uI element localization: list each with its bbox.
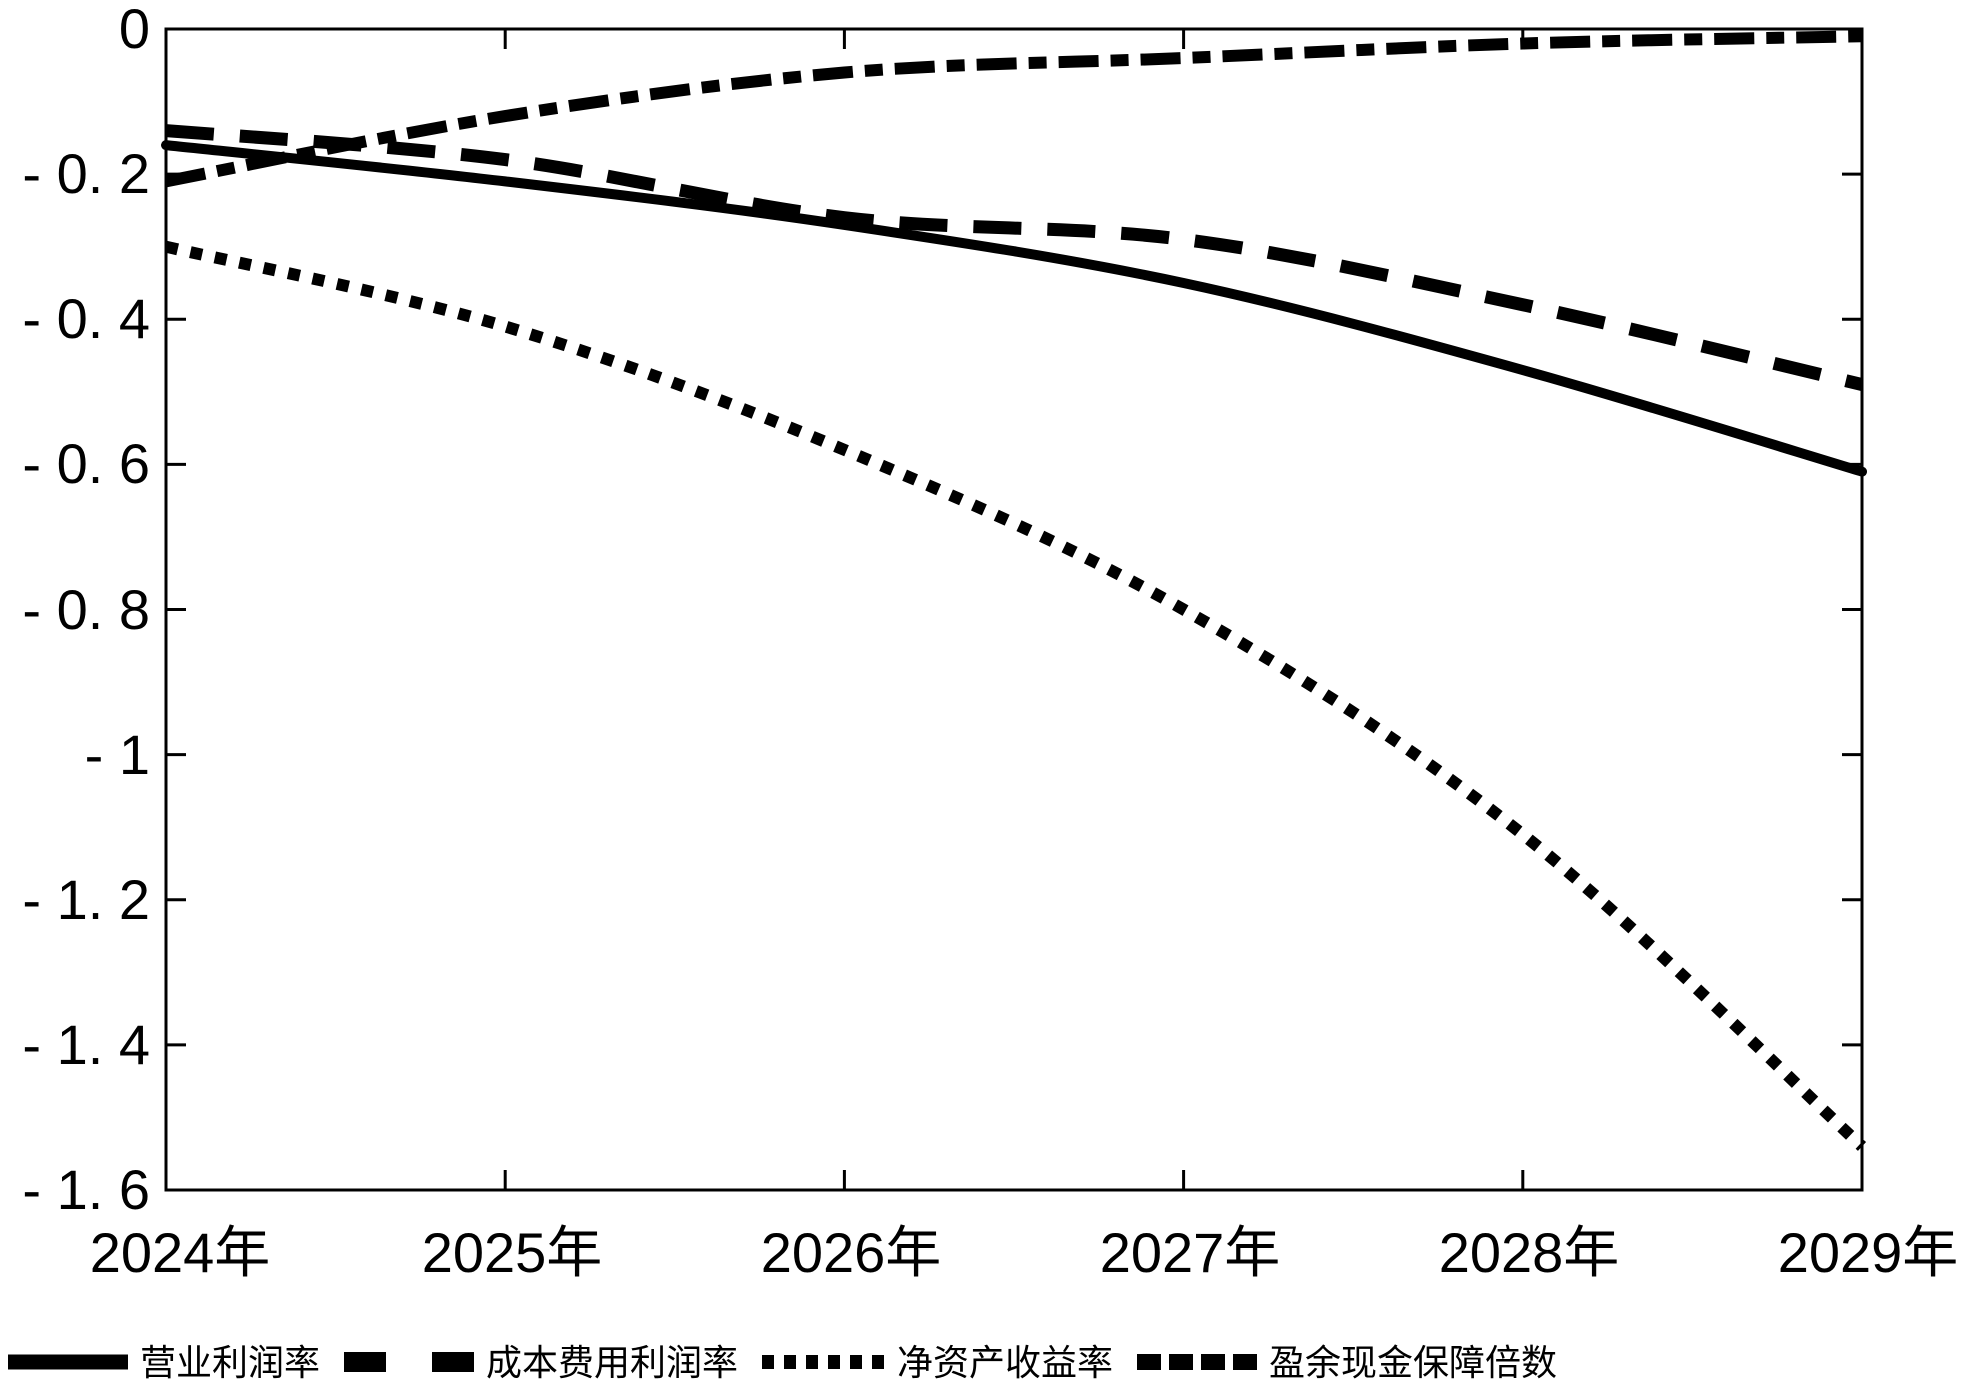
legend-label: 营业利润率 [140,1342,320,1383]
x-tick-label: 2027年 [1100,1221,1281,1284]
legend-item-return-on-equity: 净资产收益率 [762,1342,1113,1383]
axis-box [164,27,1864,1192]
x-tick-label: 2029年 [1778,1221,1959,1284]
y-tick-label: - 0. 4 [22,287,150,350]
y-tick-label: - 0. 2 [22,142,150,205]
legend-label: 盈余现金保障倍数 [1269,1342,1557,1383]
x-tick-label: 2024年 [90,1221,271,1284]
x-axis-tick-labels: 2024年 2025年 2026年 2027年 2028年 2029年 [90,1221,1959,1284]
y-tick-label: - 1. 4 [22,1013,150,1076]
series-line-dotted [164,240,1867,1151]
series-line-dashdot [164,30,1863,188]
y-tick-label: 0 [119,0,150,60]
legend-label: 成本费用利润率 [486,1342,738,1383]
y-tick-label: - 1. 2 [22,868,150,931]
legend-item-surplus-cash-coverage-ratio: 盈余现金保障倍数 [1137,1342,1557,1383]
x-tick-label: 2028年 [1439,1221,1620,1284]
legend: 营业利润率 成本费用利润率 净资产收益率 盈余现金保障倍数 [8,1342,1557,1383]
y-tick-label: - 1 [85,723,150,786]
legend-item-cost-expense-profit-margin: 成本费用利润率 [344,1342,738,1383]
series-lines-layer [161,30,1867,1151]
legend-item-operating-profit-margin: 营业利润率 [8,1342,320,1383]
series-line-solid [161,140,1867,477]
x-tick-label: 2025年 [422,1221,603,1284]
axes-layer [164,27,1864,1192]
y-axis-tick-labels: 0 - 0. 2 - 0. 4 - 0. 6 - 0. 8 - 1 - 1. 2… [22,0,150,1221]
y-tick-label: - 0. 6 [22,432,150,495]
x-tick-label: 2026年 [761,1221,942,1284]
legend-label: 净资产收益率 [897,1342,1113,1383]
series-line-dashed [165,124,1864,391]
y-tick-label: - 1. 6 [22,1158,150,1221]
y-tick-label: - 0. 8 [22,578,150,641]
